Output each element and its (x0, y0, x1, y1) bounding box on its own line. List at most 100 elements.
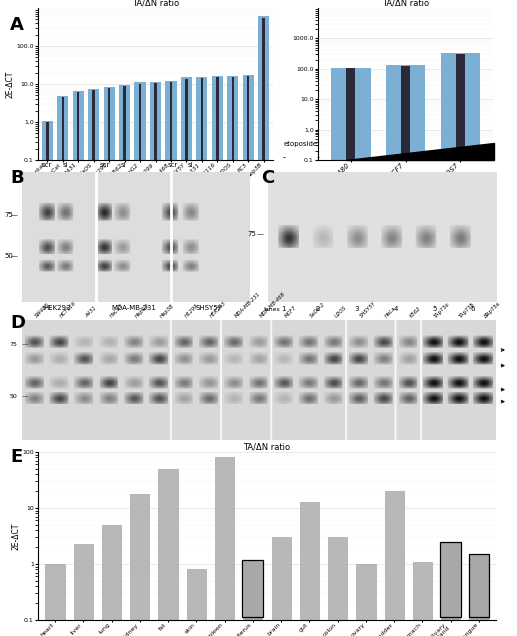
Text: HepG2: HepG2 (134, 303, 150, 319)
Text: HeLa: HeLa (384, 306, 397, 319)
Bar (77, 92, 80, 636)
Text: TAp73α: TAp73α (434, 301, 451, 319)
Bar (263, 18, 265, 636)
Text: -: - (282, 153, 285, 162)
Bar (346, 69, 355, 636)
Text: 2: 2 (316, 306, 321, 312)
Text: 75: 75 (9, 342, 17, 347)
Text: A: A (10, 16, 24, 34)
Bar (57, 96, 68, 636)
Text: MDA-MB-231: MDA-MB-231 (234, 291, 262, 319)
Bar (440, 53, 480, 636)
Bar (441, 542, 460, 636)
Bar (103, 86, 115, 636)
Text: —: — (22, 342, 28, 347)
Bar (215, 457, 234, 636)
Bar (154, 83, 157, 636)
Bar (185, 78, 188, 636)
Bar (102, 525, 121, 636)
Bar (124, 86, 126, 636)
Bar (258, 17, 269, 636)
Text: 75: 75 (4, 212, 13, 218)
Bar (212, 76, 223, 636)
Bar (88, 89, 99, 636)
Bar (134, 83, 146, 636)
Bar (401, 66, 410, 636)
Text: SHSY5Y: SHSY5Y (359, 301, 377, 319)
Polygon shape (345, 143, 494, 160)
Bar (181, 78, 192, 636)
Text: D: D (10, 314, 25, 331)
Text: HCT116: HCT116 (59, 300, 78, 319)
Bar (73, 544, 93, 636)
Bar (385, 491, 404, 636)
Bar (139, 83, 141, 636)
Text: si: si (120, 162, 126, 168)
Bar (216, 77, 219, 636)
Bar (386, 65, 425, 636)
Text: si: si (188, 162, 193, 168)
Bar (232, 77, 234, 636)
Text: 50: 50 (9, 394, 17, 399)
Text: 4: 4 (393, 306, 398, 312)
Text: si: si (63, 162, 68, 168)
Text: -: - (316, 153, 320, 162)
Text: B: B (10, 169, 24, 186)
Bar (150, 81, 161, 636)
Text: —: — (10, 212, 18, 218)
Bar (456, 55, 464, 636)
Y-axis label: 2E-ΔCT: 2E-ΔCT (6, 71, 15, 98)
Bar (170, 83, 172, 636)
Bar (227, 76, 238, 636)
Text: HaCaT: HaCaT (109, 303, 125, 319)
Text: SHSY5Y: SHSY5Y (195, 305, 222, 311)
Bar (93, 90, 95, 636)
Text: —: — (10, 254, 18, 259)
Bar (187, 569, 206, 636)
Text: H1299: H1299 (184, 303, 200, 319)
Bar (62, 97, 64, 636)
Bar (42, 121, 53, 636)
Bar (130, 494, 149, 636)
Text: H1299: H1299 (403, 326, 427, 331)
Text: 50: 50 (4, 254, 13, 259)
Text: 75: 75 (248, 232, 256, 237)
Text: HEK293: HEK293 (43, 305, 71, 311)
Bar (72, 91, 84, 636)
Bar (108, 88, 110, 636)
Y-axis label: 2E-ΔCT: 2E-ΔCT (12, 522, 21, 550)
Bar (356, 564, 375, 636)
Title: TA/ΔN ratio: TA/ΔN ratio (382, 0, 429, 7)
Text: SW480: SW480 (35, 302, 51, 319)
Text: MCF7: MCF7 (284, 305, 298, 319)
Text: C: C (261, 169, 275, 186)
Title: TA/ΔN ratio: TA/ΔN ratio (132, 0, 179, 7)
Bar (469, 554, 489, 636)
Text: scr: scr (168, 162, 178, 168)
Text: 5: 5 (432, 306, 437, 312)
Bar (242, 75, 254, 636)
Bar (119, 85, 130, 636)
Text: A431: A431 (84, 305, 98, 319)
Bar (46, 122, 49, 636)
Text: lanes: lanes (264, 307, 280, 312)
Text: U2OS: U2OS (334, 305, 348, 319)
Title: TA/ΔN ratio: TA/ΔN ratio (244, 442, 291, 451)
Text: scr: scr (42, 162, 52, 168)
Text: TAp73β: TAp73β (459, 301, 476, 319)
Text: 1: 1 (282, 306, 286, 312)
Text: HEK293: HEK293 (209, 300, 227, 319)
Text: K562: K562 (408, 306, 422, 319)
Bar (158, 469, 178, 636)
Text: etoposide: etoposide (284, 141, 318, 148)
Bar (247, 76, 250, 636)
Text: E: E (10, 448, 23, 466)
Bar (413, 562, 432, 636)
Text: HEK293: HEK293 (287, 326, 315, 331)
Text: 6: 6 (471, 306, 476, 312)
Bar (201, 78, 203, 636)
Bar (300, 502, 319, 636)
Bar (331, 67, 371, 636)
Text: MDA-MB-468: MDA-MB-468 (259, 291, 286, 319)
Text: —: — (22, 394, 28, 399)
